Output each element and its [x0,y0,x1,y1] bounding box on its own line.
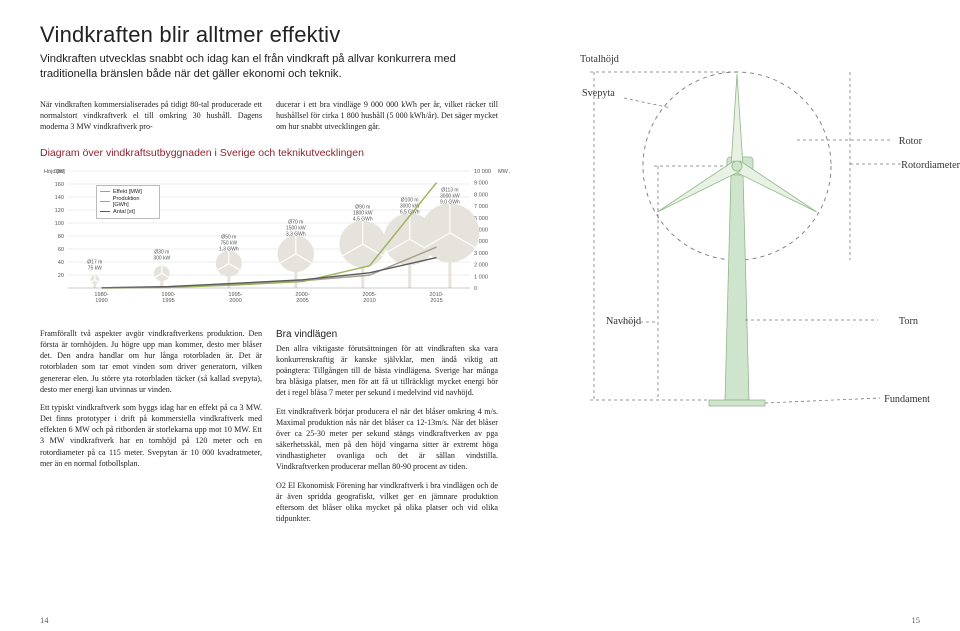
svg-text:160: 160 [55,182,64,188]
body-p3: Den allra viktigaste förutsättningen för… [276,343,498,399]
svg-text:300 kW: 300 kW [153,256,170,262]
svg-text:2015: 2015 [430,298,442,304]
svg-text:10 000: 10 000 [474,169,491,175]
svg-text:3 000: 3 000 [474,251,488,257]
svg-text:75 kW: 75 kW [88,265,102,271]
turbine-diagram: Totalhöjd Svepyta Rotor Rotordiameter Na… [562,48,922,408]
svg-text:4,5 GWh: 4,5 GWh [353,217,373,223]
svg-text:Höjd [m]: Höjd [m] [44,169,65,175]
body-col-1: Framförallt två aspekter avgör vindkraft… [40,328,262,531]
label-torn: Torn [899,316,918,327]
intro-col-2: ducerar i ett bra vindläge 9 000 000 kWh… [276,100,498,133]
svg-text:2010: 2010 [363,298,375,304]
svg-text:80: 80 [58,234,64,240]
body-p1: Framförallt två aspekter avgör vindkraft… [40,328,262,395]
svg-text:40: 40 [58,260,64,266]
svg-text:2005: 2005 [296,298,308,304]
svg-text:1990: 1990 [95,298,107,304]
page-number-right: 15 [912,615,921,625]
svg-text:MW / GWh / st: MW / GWh / st [498,169,510,175]
turbine-svg [562,48,922,408]
svg-text:3,3 GWh: 3,3 GWh [286,232,306,238]
page-title: Vindkraften blir alltmer effektiv [40,22,920,48]
body-p2: Ett typiskt vindkraftverk som byggs idag… [40,402,262,469]
label-navhojd: Navhöjd [606,316,641,327]
page-number-left: 14 [40,615,49,625]
legend-produktion: Produktion [GWh] [113,196,156,208]
svg-text:120: 120 [55,208,64,214]
body-p5: O2 El Ekonomisk Förening har vindkraftve… [276,480,498,525]
development-chart: 20406080100120140160180Höjd [m]01 0002 0… [40,163,510,308]
body-heading-vindlagen: Bra vindlägen [276,328,498,342]
svg-text:9,0 GWh: 9,0 GWh [440,200,460,206]
svg-text:60: 60 [58,247,64,253]
svg-text:2 000: 2 000 [474,263,488,269]
svg-text:8 000: 8 000 [474,192,488,198]
label-rotordiameter: Rotordiameter [901,160,960,171]
svg-text:7 000: 7 000 [474,204,488,210]
intro-col-1: När vindkraften kommersialiserades på ti… [40,100,262,133]
chart-legend: Effekt [MW] Produktion [GWh] Antal [st] [96,185,160,219]
label-svepyta: Svepyta [582,88,615,99]
body-col-2: Bra vindlägen Den allra viktigaste förut… [276,328,498,531]
svg-text:1 000: 1 000 [474,274,488,280]
label-fundament: Fundament [884,394,930,405]
svg-text:100: 100 [55,221,64,227]
label-rotor: Rotor [899,136,922,147]
svg-text:9 000: 9 000 [474,181,488,187]
label-totalhojd: Totalhöjd [580,54,619,65]
svg-text:1995: 1995 [162,298,174,304]
svg-text:20: 20 [58,273,64,279]
legend-antal: Antal [st] [113,209,135,215]
svg-text:2000: 2000 [229,298,241,304]
svg-text:140: 140 [55,195,64,201]
svg-text:1,3 GWh: 1,3 GWh [219,247,239,253]
subtitle: Vindkraften utvecklas snabbt och idag ka… [40,52,495,82]
body-p4: Ett vindkraftverk börjar producera el nä… [276,406,498,473]
svg-text:6,5 GWh: 6,5 GWh [400,209,420,215]
svg-text:0: 0 [474,286,477,292]
legend-effekt: Effekt [MW] [113,189,142,195]
